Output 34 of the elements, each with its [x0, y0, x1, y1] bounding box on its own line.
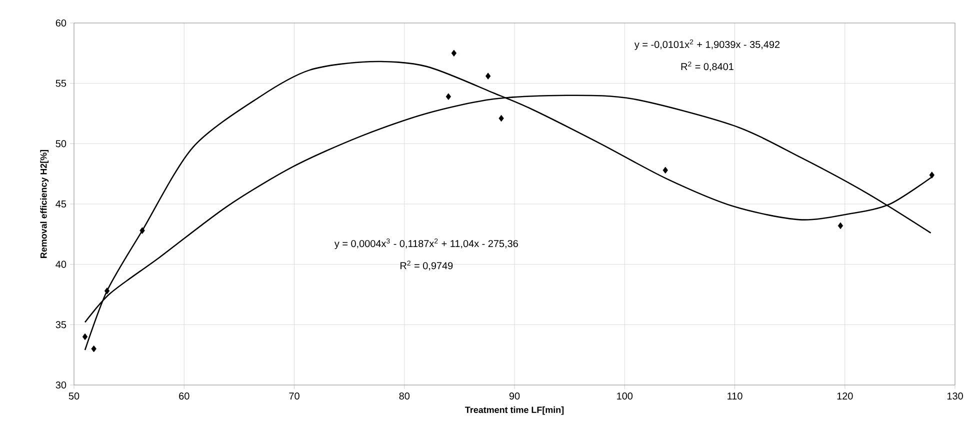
point: [451, 50, 457, 57]
x-tick-label: 130: [947, 392, 963, 400]
x-tick-label: 60: [179, 392, 190, 400]
point: [446, 93, 452, 100]
y-axis-title: Removal efficiency H2[%]: [40, 150, 49, 258]
x-tick-label: 80: [399, 392, 410, 400]
y-tick-label: 30: [56, 381, 66, 389]
x-tick-label: 110: [728, 392, 742, 400]
y-tick-label: 35: [56, 321, 66, 328]
y-tick-label: 45: [56, 200, 66, 208]
x-tick-label: 100: [617, 392, 633, 400]
x-tick-label: 70: [289, 392, 300, 400]
x-axis-title: Treatment time LF[min]: [465, 406, 564, 415]
y-tick-label: 50: [56, 140, 66, 148]
x-tick-label: 90: [509, 392, 520, 400]
point: [104, 287, 110, 294]
point: [838, 222, 844, 230]
x-tick-label: 50: [68, 392, 80, 400]
point: [82, 333, 88, 340]
annotation: R$^{2}$ = 0,8401: [681, 62, 734, 72]
point: [485, 72, 491, 80]
point: [91, 345, 96, 352]
line-series: [84, 60, 934, 351]
x-tick-label: 120: [837, 392, 853, 400]
annotation: y = 0,0004x$^{3}$ - 0,1187x$^{2}$ + 11,04x - 275,36: [334, 238, 518, 250]
y-tick-label: 55: [56, 80, 66, 87]
point: [498, 114, 504, 122]
annotation: R$^{2}$ = 0,9749: [400, 260, 453, 270]
point: [662, 166, 668, 174]
y-tick-label: 40: [56, 260, 66, 268]
annotation: y = -0,0101x$^{2}$ + 1,9039x - 35,492: [634, 39, 780, 50]
point: [140, 227, 145, 234]
point: [929, 172, 934, 178]
y-tick-label: 60: [56, 19, 66, 27]
